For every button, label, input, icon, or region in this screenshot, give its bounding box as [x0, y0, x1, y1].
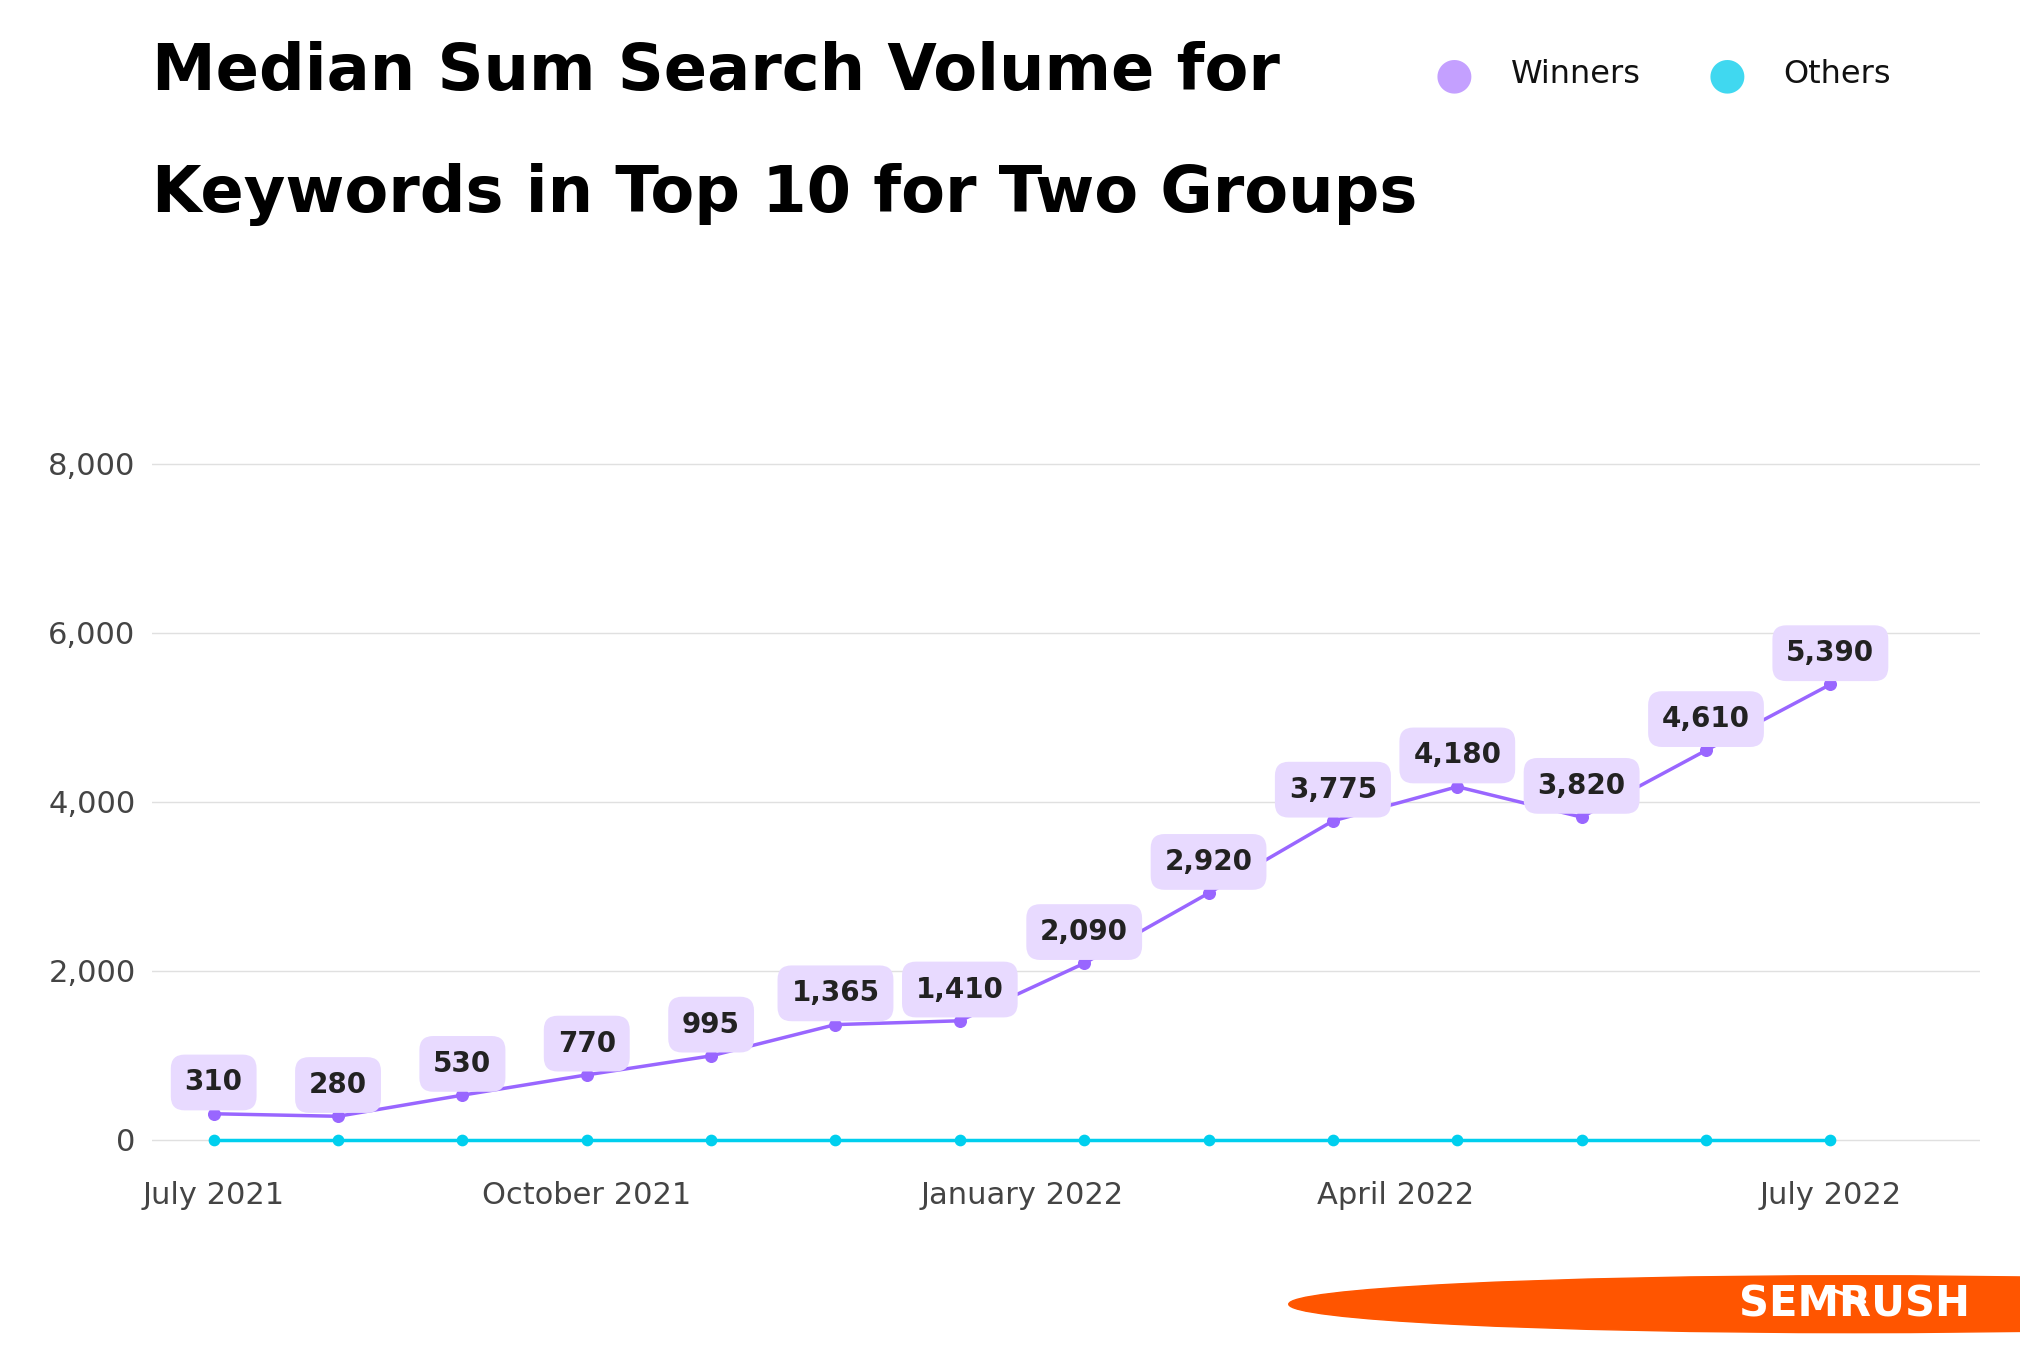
- Point: [820, 1129, 852, 1150]
- Point: [943, 1009, 976, 1031]
- Point: [1814, 673, 1846, 695]
- Point: [1691, 740, 1723, 762]
- Point: [1192, 1129, 1224, 1150]
- Text: 770: 770: [558, 1030, 616, 1058]
- Point: [446, 1129, 479, 1150]
- Point: [1069, 1129, 1101, 1150]
- Text: 530: 530: [432, 1050, 491, 1077]
- Point: [1192, 882, 1224, 904]
- Text: semrush.com: semrush.com: [50, 1291, 230, 1317]
- Point: [570, 1064, 602, 1085]
- Text: 1,410: 1,410: [915, 976, 1004, 1004]
- Text: ●: ●: [1707, 53, 1747, 96]
- Point: [1440, 776, 1473, 798]
- Point: [1566, 1129, 1598, 1150]
- Point: [1317, 810, 1349, 832]
- Text: Keywords in Top 10 for Two Groups: Keywords in Top 10 for Two Groups: [152, 163, 1416, 225]
- Point: [820, 1014, 852, 1035]
- Text: 2,920: 2,920: [1166, 848, 1252, 875]
- Point: [695, 1045, 727, 1066]
- Text: 3,775: 3,775: [1289, 775, 1378, 804]
- Point: [1440, 1129, 1473, 1150]
- Text: SEMRUSH: SEMRUSH: [1739, 1283, 1970, 1325]
- Point: [1566, 806, 1598, 828]
- Point: [1069, 953, 1101, 974]
- Point: [321, 1129, 354, 1150]
- Circle shape: [1289, 1276, 2020, 1333]
- Point: [1814, 1129, 1846, 1150]
- Point: [321, 1106, 354, 1127]
- Text: 310: 310: [184, 1069, 242, 1096]
- Point: [198, 1103, 230, 1125]
- Text: 3,820: 3,820: [1537, 772, 1626, 799]
- Text: 4,610: 4,610: [1662, 705, 1749, 733]
- Point: [198, 1129, 230, 1150]
- Text: 5,390: 5,390: [1786, 640, 1875, 667]
- Text: 2,090: 2,090: [1040, 919, 1129, 946]
- Text: 1,365: 1,365: [792, 980, 879, 1007]
- Text: Others: Others: [1784, 60, 1891, 89]
- Text: 4,180: 4,180: [1414, 741, 1501, 770]
- Point: [446, 1084, 479, 1106]
- Text: Median Sum Search Volume for: Median Sum Search Volume for: [152, 41, 1279, 103]
- Point: [1317, 1129, 1349, 1150]
- Text: ●: ●: [1434, 53, 1475, 96]
- Point: [943, 1129, 976, 1150]
- Point: [1691, 1129, 1723, 1150]
- Text: Winners: Winners: [1511, 60, 1640, 89]
- Point: [695, 1129, 727, 1150]
- Text: 280: 280: [309, 1070, 368, 1099]
- Text: 995: 995: [683, 1011, 739, 1038]
- Point: [570, 1129, 602, 1150]
